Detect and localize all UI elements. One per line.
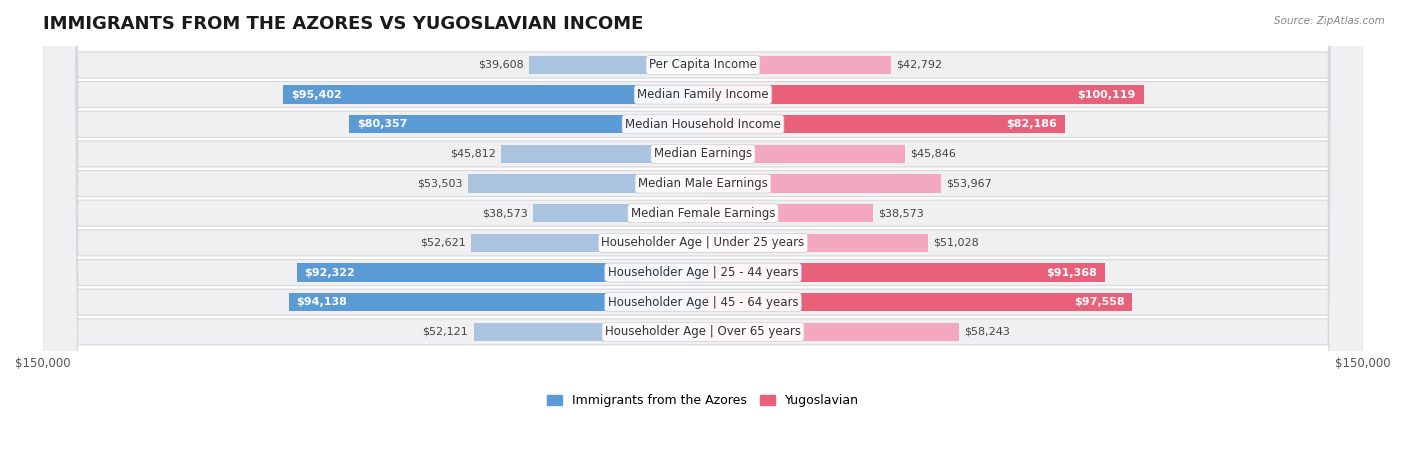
Text: Median Earnings: Median Earnings bbox=[654, 148, 752, 160]
Bar bbox=[349, 115, 703, 134]
Text: $42,792: $42,792 bbox=[897, 60, 943, 70]
Text: $80,357: $80,357 bbox=[357, 119, 408, 129]
Text: $52,121: $52,121 bbox=[423, 327, 468, 337]
Text: Householder Age | 25 - 44 years: Householder Age | 25 - 44 years bbox=[607, 266, 799, 279]
FancyBboxPatch shape bbox=[42, 0, 1364, 467]
Bar bbox=[703, 293, 1132, 311]
FancyBboxPatch shape bbox=[42, 0, 1364, 467]
FancyBboxPatch shape bbox=[42, 0, 1364, 467]
Text: Per Capita Income: Per Capita Income bbox=[650, 58, 756, 71]
Bar bbox=[703, 56, 891, 74]
Legend: Immigrants from the Azores, Yugoslavian: Immigrants from the Azores, Yugoslavian bbox=[543, 389, 863, 412]
Text: $53,967: $53,967 bbox=[946, 178, 991, 189]
FancyBboxPatch shape bbox=[42, 0, 1364, 467]
Text: IMMIGRANTS FROM THE AZORES VS YUGOSLAVIAN INCOME: IMMIGRANTS FROM THE AZORES VS YUGOSLAVIA… bbox=[42, 15, 643, 33]
Bar bbox=[703, 174, 941, 193]
FancyBboxPatch shape bbox=[42, 0, 1364, 467]
Bar bbox=[468, 174, 703, 193]
Bar bbox=[703, 85, 1143, 104]
Bar bbox=[283, 85, 703, 104]
Text: Householder Age | Under 25 years: Householder Age | Under 25 years bbox=[602, 236, 804, 249]
Bar bbox=[533, 204, 703, 222]
Text: $45,812: $45,812 bbox=[450, 149, 496, 159]
Bar bbox=[703, 115, 1064, 134]
Text: Householder Age | Over 65 years: Householder Age | Over 65 years bbox=[605, 325, 801, 339]
FancyBboxPatch shape bbox=[42, 0, 1364, 467]
Text: $38,573: $38,573 bbox=[482, 208, 527, 218]
Text: $52,621: $52,621 bbox=[420, 238, 467, 248]
Bar bbox=[703, 323, 959, 341]
FancyBboxPatch shape bbox=[42, 0, 1364, 467]
FancyBboxPatch shape bbox=[42, 0, 1364, 467]
Text: $97,558: $97,558 bbox=[1074, 297, 1125, 307]
Text: Median Household Income: Median Household Income bbox=[626, 118, 780, 131]
Text: $39,608: $39,608 bbox=[478, 60, 523, 70]
Text: $38,573: $38,573 bbox=[879, 208, 924, 218]
Text: Median Family Income: Median Family Income bbox=[637, 88, 769, 101]
Bar bbox=[297, 263, 703, 282]
Bar bbox=[703, 145, 905, 163]
Text: $100,119: $100,119 bbox=[1077, 90, 1136, 99]
Text: $45,846: $45,846 bbox=[910, 149, 956, 159]
Text: Median Male Earnings: Median Male Earnings bbox=[638, 177, 768, 190]
Bar bbox=[703, 234, 928, 252]
Text: $92,322: $92,322 bbox=[305, 268, 356, 277]
Bar bbox=[703, 204, 873, 222]
Bar bbox=[474, 323, 703, 341]
Text: $82,186: $82,186 bbox=[1005, 119, 1057, 129]
Bar bbox=[529, 56, 703, 74]
Bar bbox=[703, 263, 1105, 282]
Text: $58,243: $58,243 bbox=[965, 327, 1011, 337]
Text: Source: ZipAtlas.com: Source: ZipAtlas.com bbox=[1274, 16, 1385, 26]
Text: Householder Age | 45 - 64 years: Householder Age | 45 - 64 years bbox=[607, 296, 799, 309]
Text: $91,368: $91,368 bbox=[1046, 268, 1097, 277]
Text: $95,402: $95,402 bbox=[291, 90, 342, 99]
FancyBboxPatch shape bbox=[42, 0, 1364, 467]
Bar bbox=[502, 145, 703, 163]
Bar bbox=[471, 234, 703, 252]
Text: $94,138: $94,138 bbox=[297, 297, 347, 307]
Text: Median Female Earnings: Median Female Earnings bbox=[631, 207, 775, 219]
Bar bbox=[288, 293, 703, 311]
Text: $51,028: $51,028 bbox=[932, 238, 979, 248]
FancyBboxPatch shape bbox=[42, 0, 1364, 467]
Text: $53,503: $53,503 bbox=[416, 178, 463, 189]
